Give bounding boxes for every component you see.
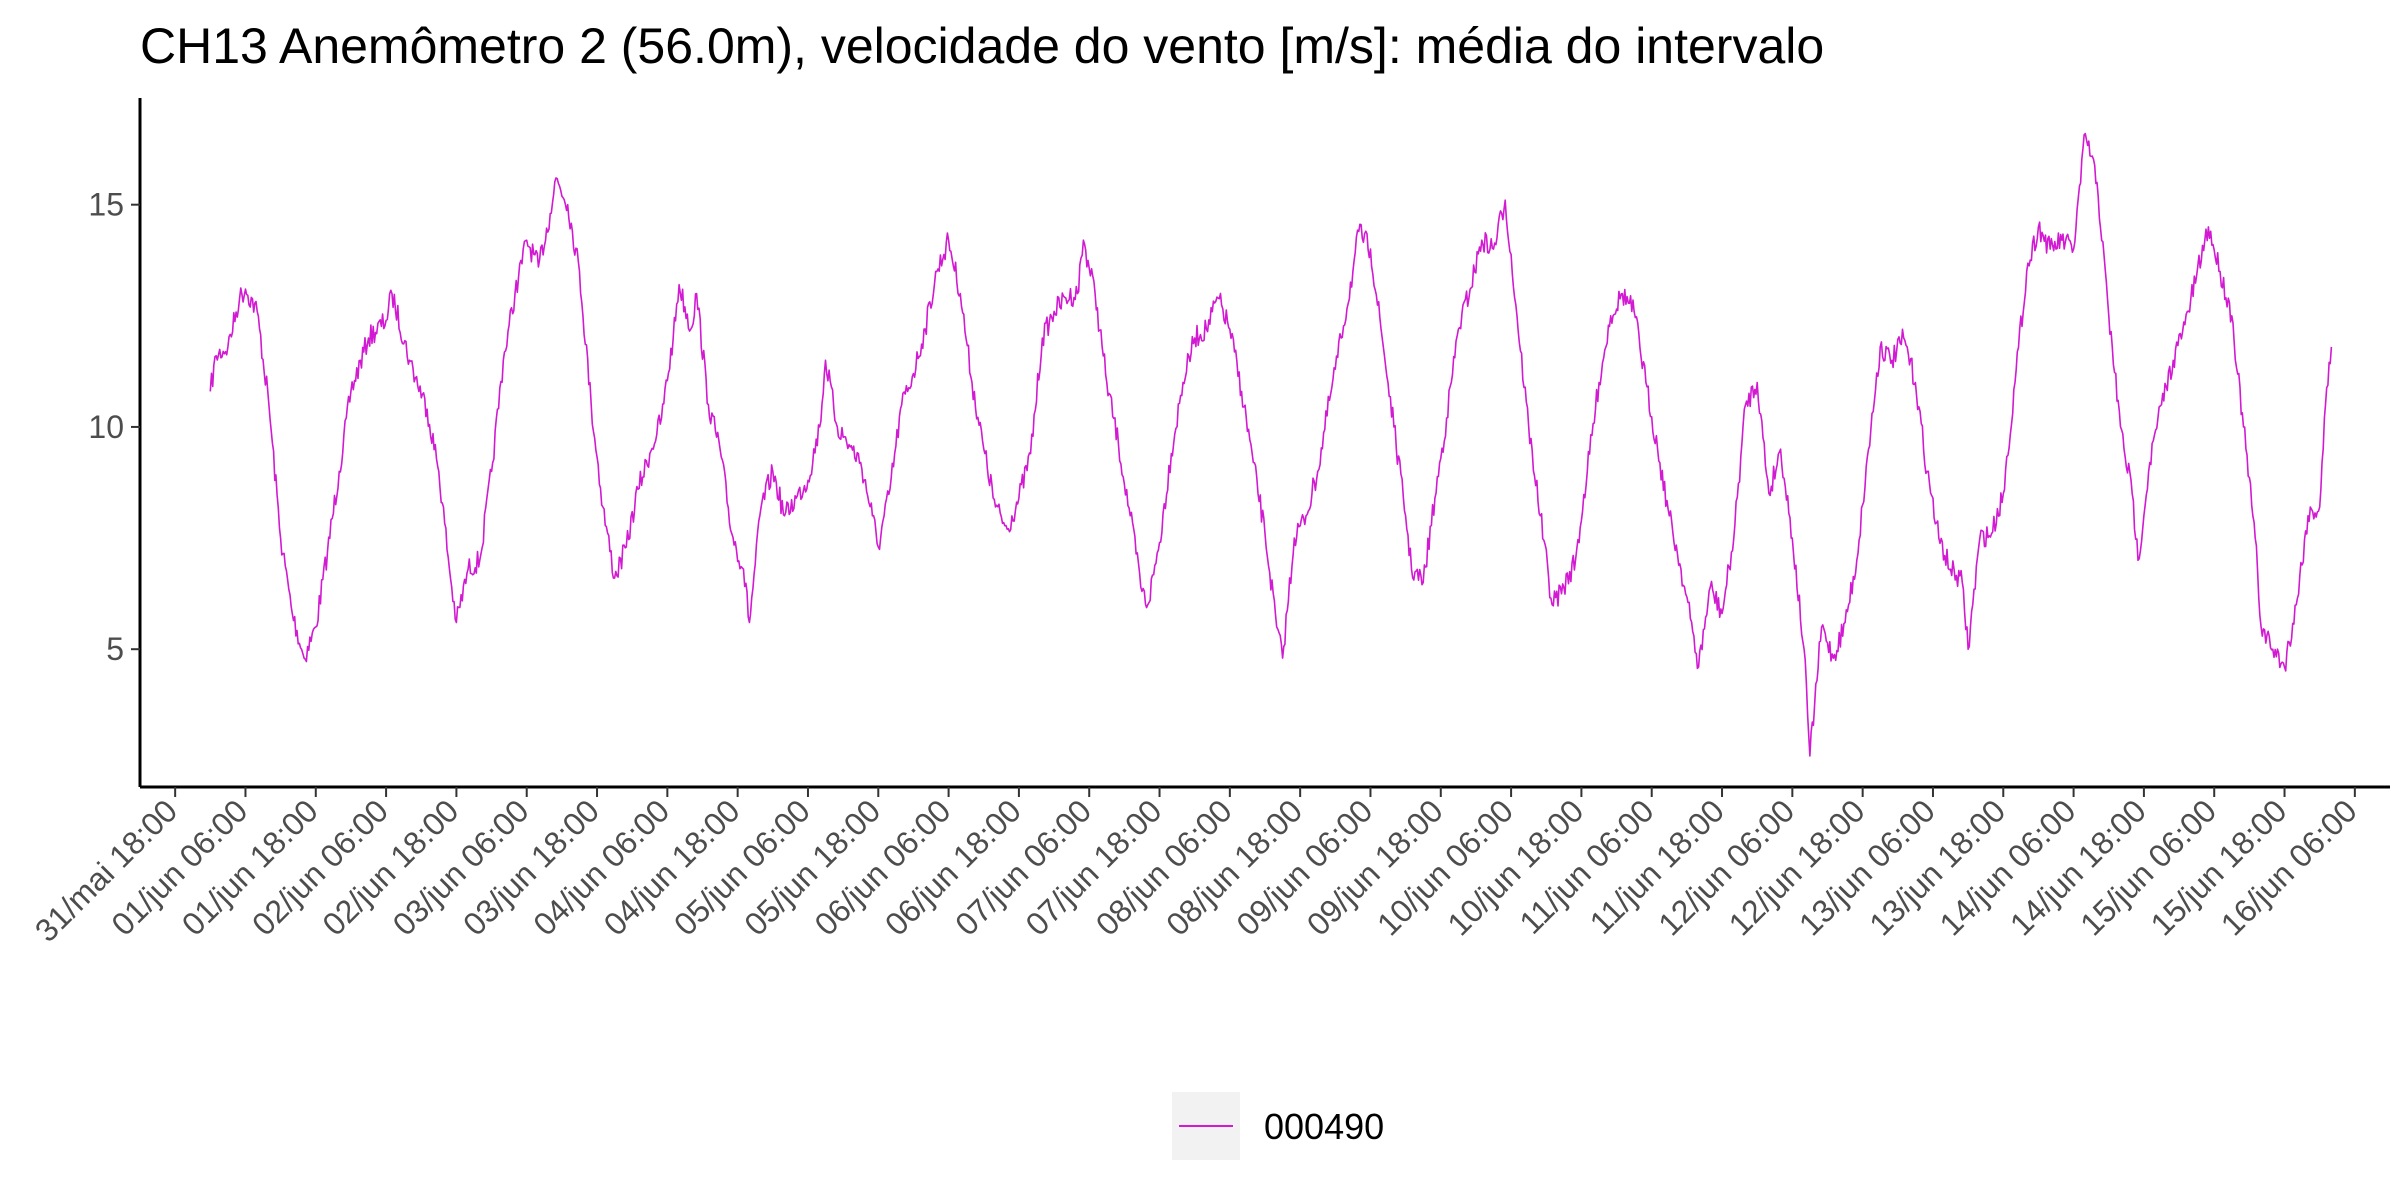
y-tick-label: 10 — [88, 409, 124, 445]
y-axis-ticks: 5 10 15 — [88, 187, 140, 667]
series-line-000490 — [209, 132, 2333, 757]
y-tick-label: 15 — [88, 187, 124, 223]
chart-title: CH13 Anemômetro 2 (56.0m), velocidade do… — [140, 18, 1825, 74]
y-tick-label: 5 — [106, 631, 124, 667]
legend-label: 000490 — [1264, 1106, 1384, 1147]
legend: 000490 — [1172, 1092, 1384, 1160]
series-layer — [209, 132, 2333, 757]
